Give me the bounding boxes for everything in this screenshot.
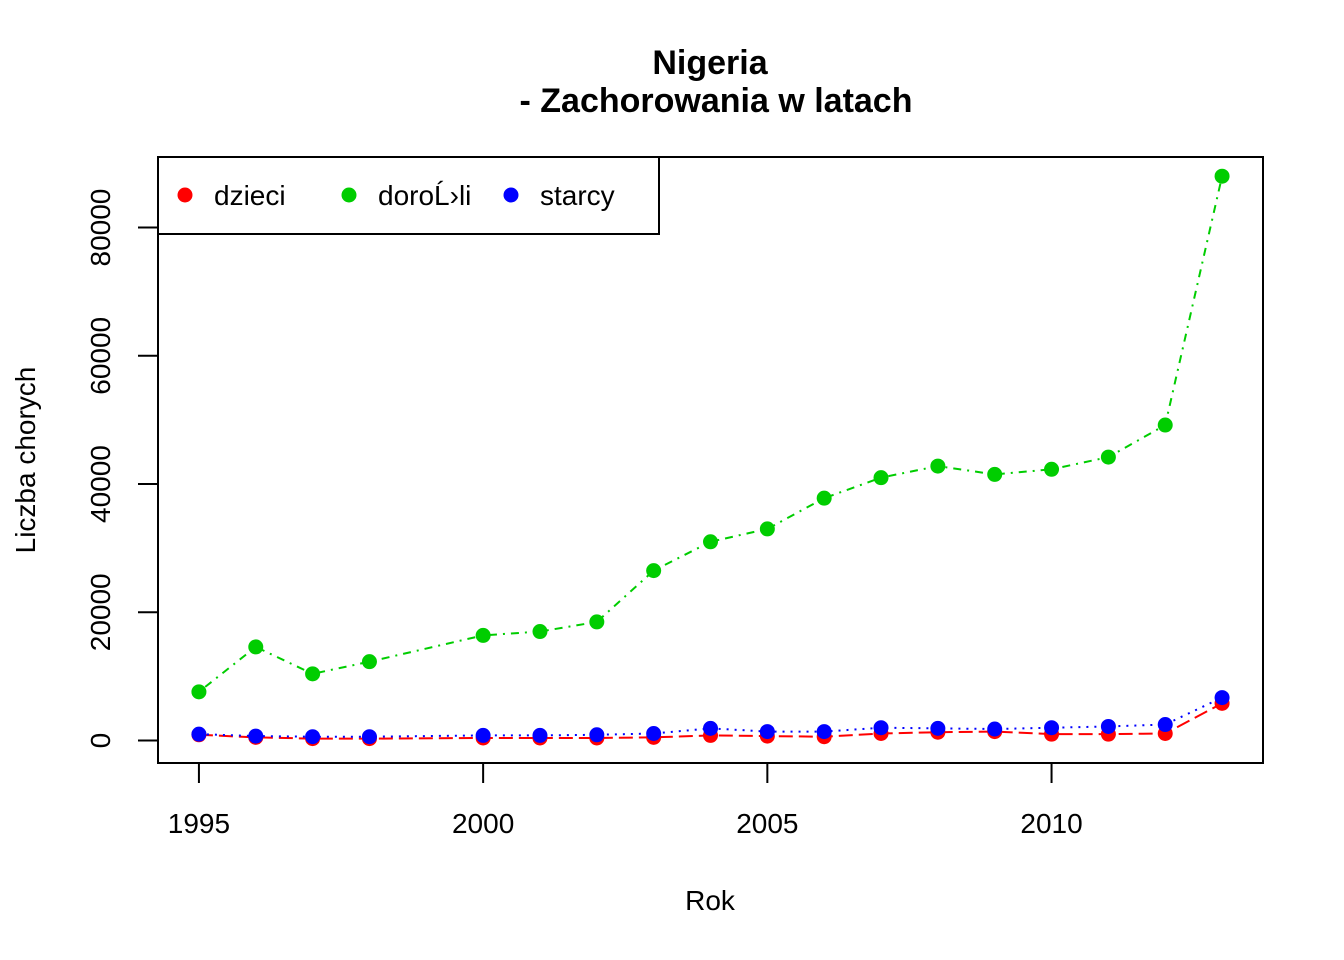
chart-subtitle: - Zachorowania w latach <box>520 82 913 120</box>
data-point-1 <box>703 534 718 550</box>
data-point-1 <box>1044 461 1060 477</box>
data-point-1 <box>1214 168 1230 184</box>
data-point-1 <box>759 521 775 537</box>
data-point-2 <box>248 728 264 744</box>
data-point-2 <box>532 727 548 743</box>
y-tick-label: 0 <box>85 733 116 749</box>
data-point-1 <box>532 624 548 640</box>
data-point-2 <box>361 729 377 745</box>
series-line-2 <box>198 696 1223 738</box>
y-tick-label: 40000 <box>85 445 116 523</box>
legend-label-0: dzieci <box>214 180 286 211</box>
data-point-1 <box>930 458 946 474</box>
data-point-1 <box>646 563 662 579</box>
data-point-1 <box>191 684 207 700</box>
data-point-2 <box>873 720 889 736</box>
y-axis: 0 20000 40000 60000 80000 <box>85 189 159 749</box>
data-point-2 <box>759 724 775 740</box>
y-tick-label: 60000 <box>85 317 116 395</box>
y-tick-label: 80000 <box>85 189 116 267</box>
data-point-2 <box>1044 720 1060 736</box>
legend-marker-2 <box>503 187 519 203</box>
series-line-0 <box>198 702 1223 740</box>
series-line-1 <box>198 176 1224 693</box>
data-point-2 <box>987 721 1003 737</box>
y-tick-label: 20000 <box>85 573 116 651</box>
legend-box <box>157 156 660 235</box>
x-tick-label: 2000 <box>452 808 514 839</box>
legend-label-2: starcy <box>540 180 615 211</box>
data-point-1 <box>361 654 377 670</box>
data-point-2 <box>1157 717 1173 733</box>
data-point-2 <box>475 727 491 743</box>
x-tick-label: 1995 <box>168 808 230 839</box>
data-point-2 <box>1214 690 1230 706</box>
data-point-2 <box>1100 718 1116 734</box>
data-point-2 <box>589 727 605 743</box>
series-layer <box>191 168 1230 747</box>
data-point-2 <box>703 720 718 736</box>
data-point-2 <box>646 726 662 742</box>
data-point-1 <box>873 470 889 486</box>
legend-label-1: doroĹ›li <box>378 180 471 211</box>
data-point-2 <box>191 726 207 742</box>
data-point-1 <box>1157 417 1173 433</box>
x-axis-label: Rok <box>685 885 736 916</box>
data-point-1 <box>589 614 605 630</box>
x-tick-label: 2010 <box>1020 808 1082 839</box>
data-point-1 <box>248 639 264 655</box>
data-point-1 <box>1100 449 1116 465</box>
legend-marker-1 <box>341 187 357 203</box>
legend-marker-0 <box>177 187 193 203</box>
data-point-1 <box>987 466 1003 482</box>
y-axis-label: Liczba chorych <box>10 367 41 554</box>
data-point-1 <box>475 627 491 643</box>
chart-title: Nigeria <box>652 44 768 82</box>
legend: dzieci doroĹ›li starcy <box>157 156 660 235</box>
data-point-2 <box>305 729 321 745</box>
data-point-2 <box>930 720 946 736</box>
x-tick-label: 2005 <box>736 808 798 839</box>
data-point-1 <box>305 666 321 682</box>
data-point-1 <box>816 490 832 506</box>
data-point-2 <box>816 724 832 740</box>
x-axis: 1995 2000 2005 2010 <box>168 762 1083 839</box>
